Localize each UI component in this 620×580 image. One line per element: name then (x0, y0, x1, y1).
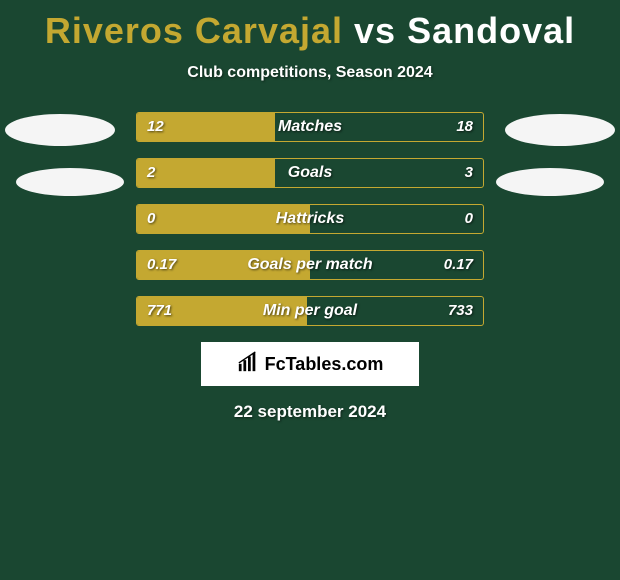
logo-text: FcTables.com (265, 354, 384, 375)
stat-label: Goals per match (137, 251, 483, 279)
bars-container: 12Matches18 2Goals3 0Hattricks0 0.17Goals p… (0, 112, 620, 326)
stat-label: Min per goal (137, 297, 483, 325)
stat-label: Matches (137, 113, 483, 141)
stat-right-value: 18 (456, 113, 473, 141)
stat-right-value: 733 (448, 297, 473, 325)
stat-right-value: 0 (465, 205, 473, 233)
stat-row: 771Min per goal733 (136, 296, 484, 326)
subtitle: Club competitions, Season 2024 (0, 64, 620, 82)
player2-avatar-shadow (496, 168, 604, 196)
vs-text: vs (354, 10, 396, 51)
player1-avatar (5, 114, 115, 146)
date-text: 22 september 2024 (0, 402, 620, 422)
player2-avatar (505, 114, 615, 146)
player1-avatar-shadow (16, 168, 124, 196)
chart-icon (237, 351, 259, 378)
player1-name: Riveros Carvajal (45, 10, 343, 51)
stat-row: 12Matches18 (136, 112, 484, 142)
stat-row: 2Goals3 (136, 158, 484, 188)
stats-area: 12Matches18 2Goals3 0Hattricks0 0.17Goals p… (0, 112, 620, 326)
page-title: Riveros Carvajal vs Sandoval (0, 0, 620, 52)
stat-row: 0Hattricks0 (136, 204, 484, 234)
stat-row: 0.17Goals per match0.17 (136, 250, 484, 280)
stat-label: Hattricks (137, 205, 483, 233)
stat-label: Goals (137, 159, 483, 187)
stat-right-value: 3 (465, 159, 473, 187)
logo-box: FcTables.com (201, 342, 419, 386)
stat-right-value: 0.17 (444, 251, 473, 279)
player2-name: Sandoval (407, 10, 575, 51)
